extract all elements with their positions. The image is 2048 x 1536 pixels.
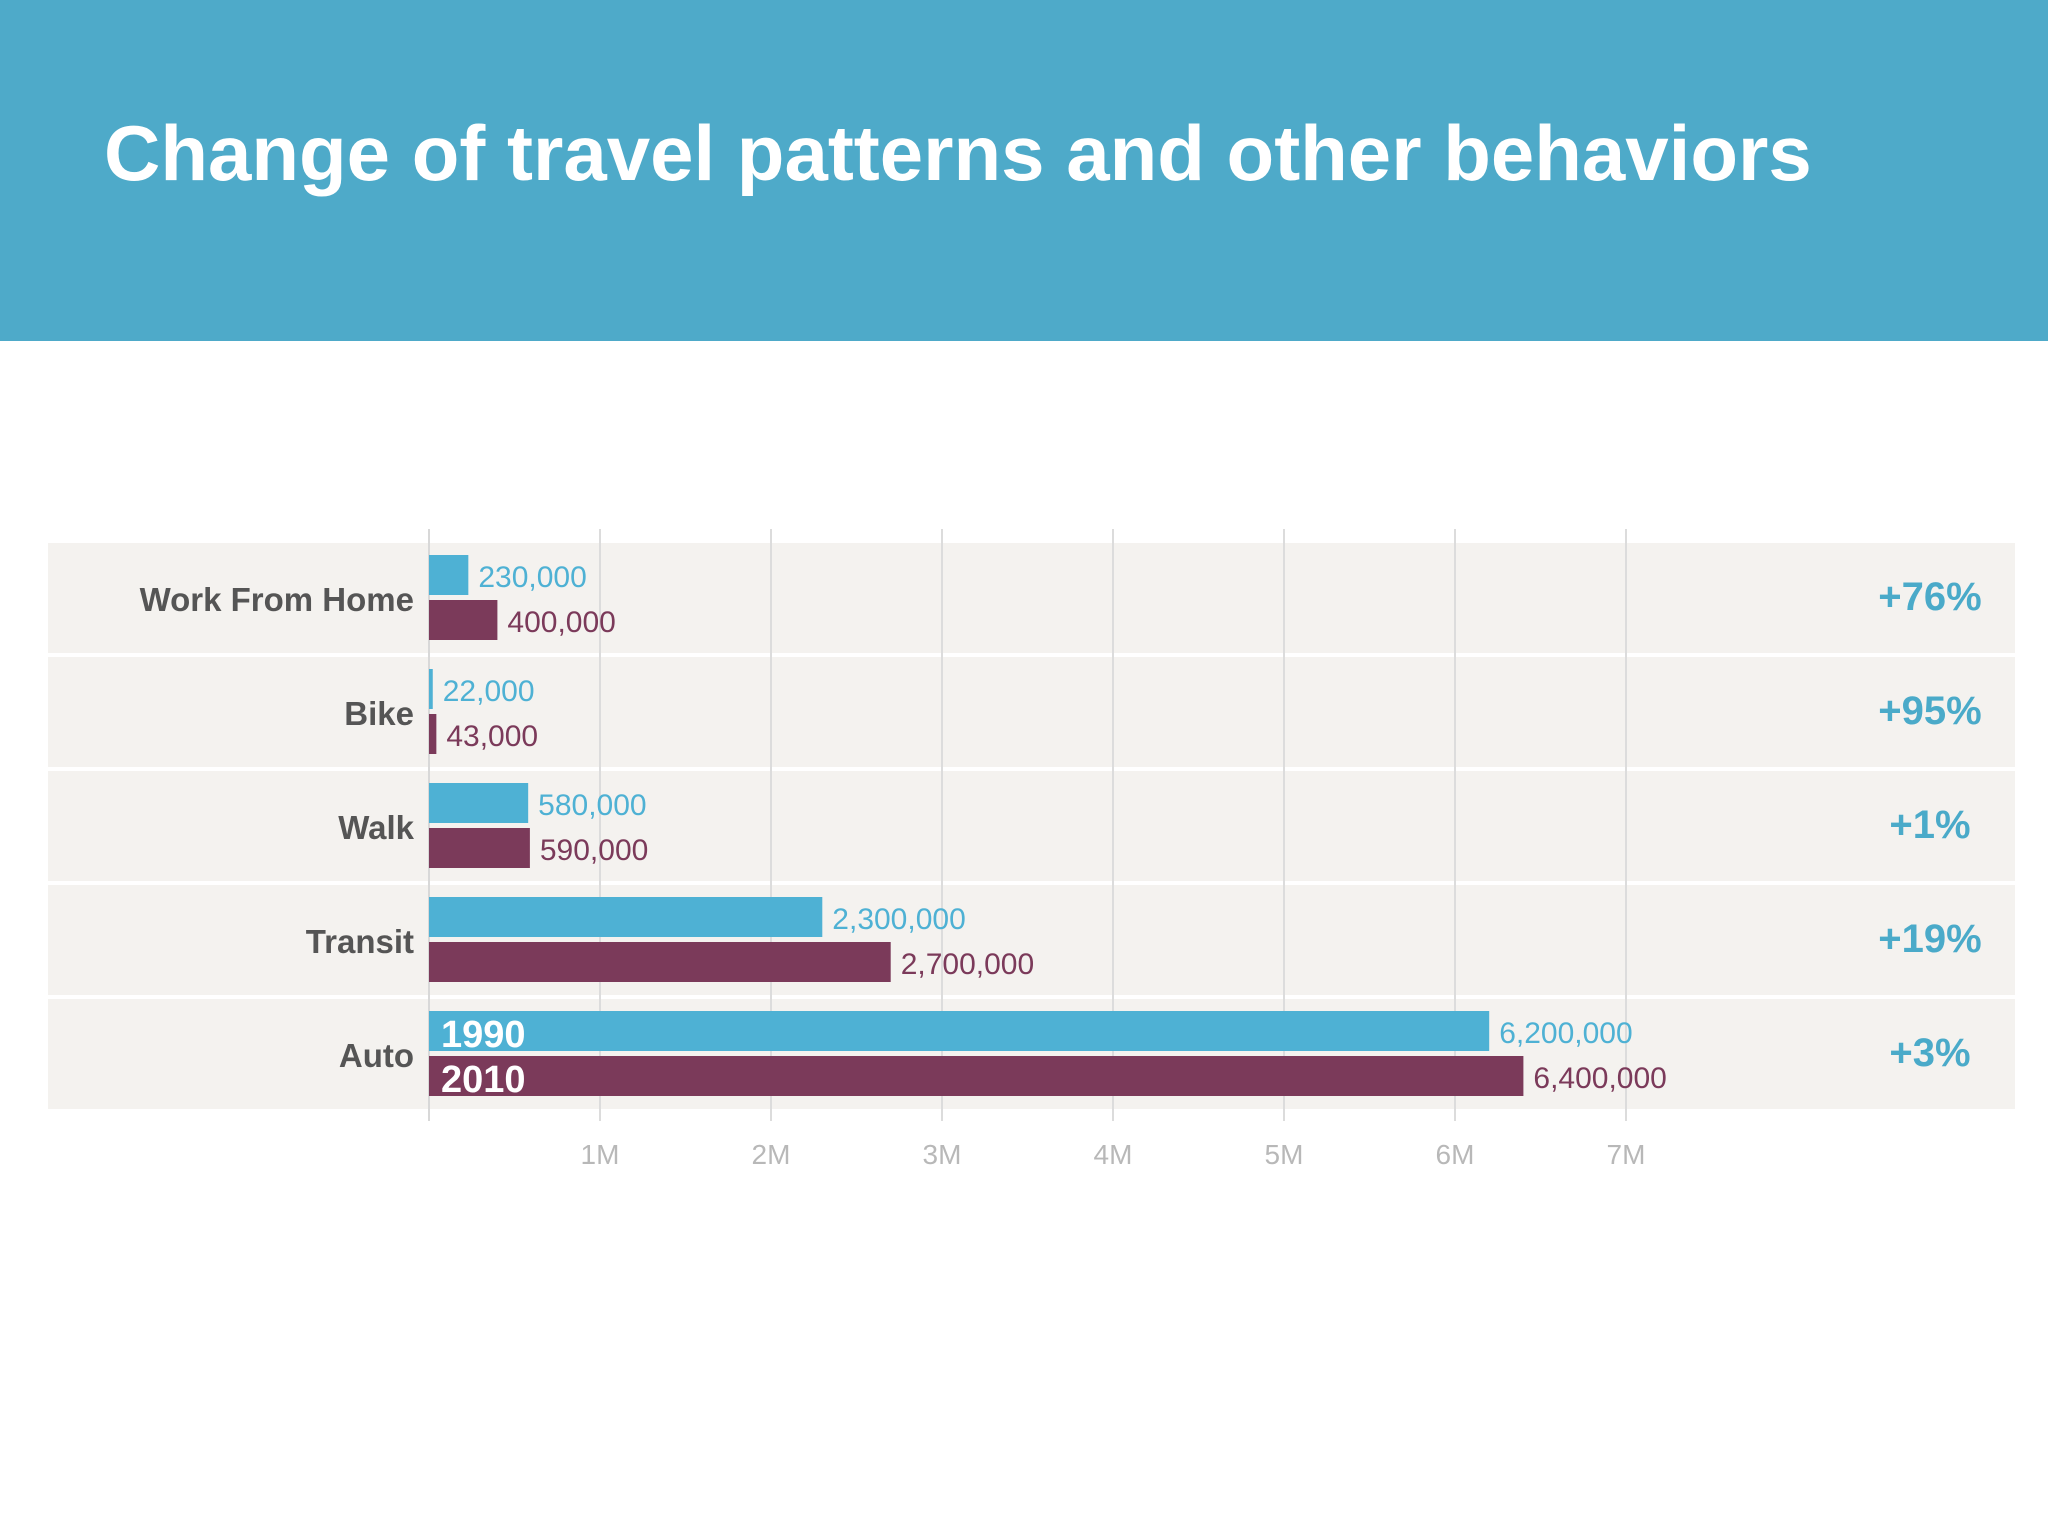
x-tick-label: 3M [923,1139,962,1170]
change-percent-label: +19% [1878,917,1981,961]
data-label-2010: 590,000 [540,834,648,867]
legend-2010: 2010 [441,1059,526,1101]
category-label: Work From Home [140,581,414,618]
category-label: Auto [339,1037,414,1074]
data-label-2010: 2,700,000 [901,948,1034,981]
bar-2010 [429,600,498,640]
title-banner: Change of travel patterns and other beha… [0,0,2048,341]
x-tick-label: 2M [752,1139,791,1170]
x-tick-label: 7M [1607,1139,1646,1170]
bar-1990 [429,897,823,937]
data-label-1990: 230,000 [478,561,586,594]
change-percent-label: +95% [1878,689,1981,733]
bar-1990 [429,783,529,823]
change-percent-label: +76% [1878,575,1981,619]
data-label-1990: 22,000 [443,675,535,708]
bar-1990 [429,669,433,709]
data-label-2010: 400,000 [507,606,615,639]
bar-1990 [429,555,469,595]
x-tick-label: 6M [1436,1139,1475,1170]
bar-2010 [429,942,891,982]
labels: 1M 2M 3M 4M 5M 6M 7M 230,000 400,000 Work From Ho… [140,561,1982,1170]
category-label: Walk [338,809,414,846]
bar-1990 [429,1011,1490,1051]
x-tick-label: 5M [1265,1139,1304,1170]
data-label-1990: 2,300,000 [832,903,965,936]
data-label-2010: 6,400,000 [1533,1062,1666,1095]
x-tick-label: 4M [1094,1139,1133,1170]
data-label-1990: 6,200,000 [1499,1017,1632,1050]
bar-2010 [429,1056,1524,1096]
bars [429,555,1524,1096]
row-background [48,885,2015,995]
change-percent-label: +1% [1889,803,1970,847]
x-tick-label: 1M [581,1139,620,1170]
change-percent-label: +3% [1889,1031,1970,1075]
bar-2010 [429,828,530,868]
slide-title: Change of travel patterns and other beha… [104,109,1812,197]
data-label-1990: 580,000 [538,789,646,822]
data-label-2010: 43,000 [446,720,538,753]
category-label: Transit [306,923,414,960]
row-background [48,771,2015,881]
row-backgrounds [48,543,2015,1109]
category-label: Bike [344,695,414,732]
row-background [48,543,2015,653]
legend-1990: 1990 [441,1014,526,1056]
row-background [48,657,2015,767]
bar-2010 [429,714,437,754]
